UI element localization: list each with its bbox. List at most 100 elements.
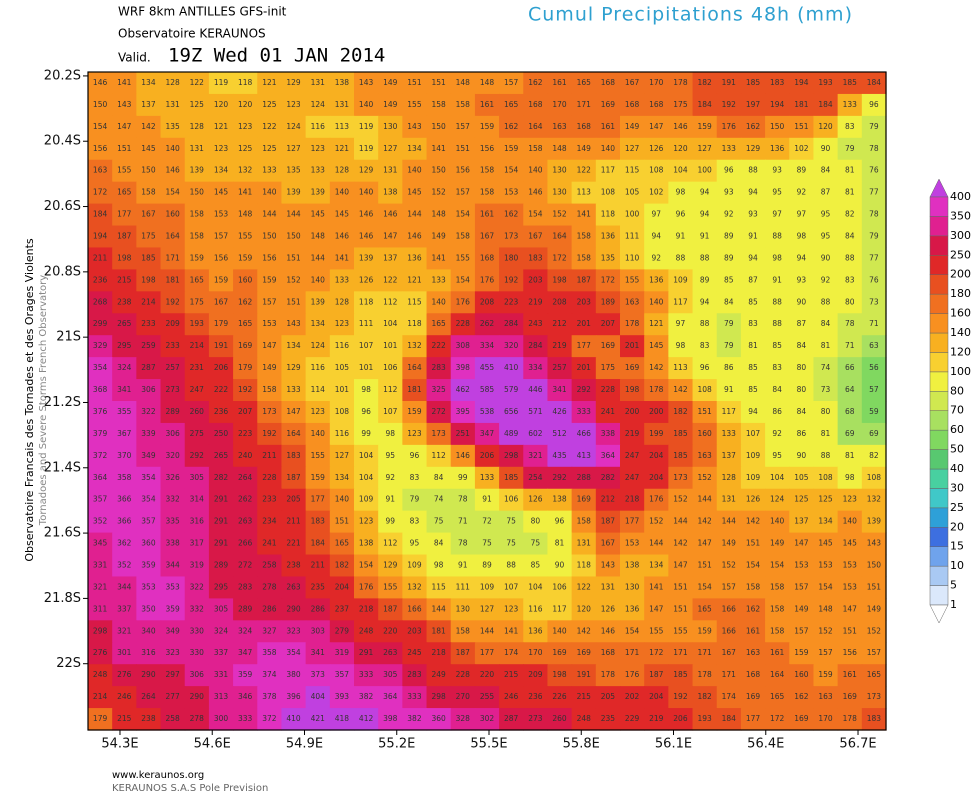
cell-value: 144 [286,210,301,219]
cell-value: 85 [748,297,758,306]
cell-value: 85 [772,341,782,350]
cell-value: 211 [93,253,108,262]
field-cell [378,181,403,205]
cell-value: 85 [748,385,758,394]
cell-value: 140 [770,517,785,526]
cell-value: 370 [117,451,132,460]
cell-value: 166 [722,626,737,635]
field-cell [523,686,549,709]
field-cell [716,686,742,709]
field-cell [861,510,887,534]
field-cell [523,313,549,336]
cell-value: 173 [431,429,446,438]
cell-value: 161 [770,648,785,657]
cell-value: 153 [843,561,858,570]
field-cell [523,357,549,380]
cell-value: 131 [722,495,737,504]
field-cell [402,225,428,249]
cell-value: 152 [552,210,567,219]
field-cell [644,642,669,665]
field-cell [329,72,355,95]
field-cell [208,225,234,249]
field-cell [692,159,718,183]
cell-value: 194 [93,232,108,241]
cell-value: 200 [649,407,664,416]
field-cell [305,357,331,380]
cell-value: 258 [165,714,180,723]
field-cell [160,422,186,446]
cell-value: 168 [601,78,616,87]
colorbar-label: 100 [950,365,971,378]
cell-value: 157 [722,582,737,591]
cell-value: 192 [165,297,180,306]
cell-value: 73 [869,297,879,306]
field-cell [716,247,742,270]
field-cell [160,93,186,117]
cell-value: 158 [770,582,785,591]
cell-value: 84 [797,407,807,416]
cell-value: 184 [818,100,833,109]
cell-value: 404 [311,692,326,701]
cell-value: 156 [93,144,108,153]
cell-value: 161 [552,78,567,87]
field-cell [740,488,766,512]
cell-value: 378 [262,692,277,701]
field-cell [668,488,694,512]
field-cell [595,72,621,95]
field-cell [112,620,137,643]
cell-value: 143 [867,539,882,548]
cell-value: 382 [359,692,374,701]
cell-value: 165 [504,100,519,109]
field-cell [789,291,815,314]
cell-value: 163 [697,451,712,460]
cell-value: 123 [286,100,301,109]
field-cell [402,598,428,621]
cell-value: 66 [845,363,855,372]
cell-value: 78 [458,495,468,504]
cell-value: 382 [407,714,422,723]
field-cell [354,159,379,183]
cell-value: 327 [262,626,277,635]
cell-value: 151 [286,253,301,262]
field-cell [184,664,210,687]
cell-value: 154 [625,626,640,635]
field-cell [499,379,524,402]
cell-value: 157 [818,648,833,657]
cell-value: 145 [818,539,833,548]
cell-value: 59 [869,407,879,416]
field-cell [208,444,234,468]
field-cell [861,159,887,183]
x-tick-label: 56.4E [747,737,784,752]
cell-value: 170 [528,648,543,657]
cell-value: 136 [528,626,543,635]
cell-value: 163 [93,166,108,175]
cell-value: 446 [528,385,543,394]
cell-value: 266 [238,539,253,548]
field-cell [861,401,887,424]
field-cell [740,313,766,336]
field-cell [136,159,162,183]
field-cell [716,510,742,534]
cell-value: 144 [697,495,712,504]
cell-value: 207 [238,407,253,416]
cell-value: 101 [359,363,374,372]
field-cell [305,422,331,446]
field-cell [160,466,186,490]
cell-value: 99 [361,429,371,438]
cell-value: 63 [869,341,879,350]
cell-value: 144 [480,626,495,635]
cell-value: 107 [504,582,519,591]
cell-value: 145 [141,144,156,153]
field-cell [547,664,573,687]
cell-value: 360 [141,539,156,548]
field-cell [716,466,742,490]
cell-value: 220 [480,670,495,679]
cell-value: 354 [141,473,156,482]
cell-value: 96 [700,363,710,372]
field-cell [329,598,355,621]
field-cell [595,708,621,731]
field-cell [354,444,379,468]
field-cell [620,620,645,643]
colorbar-segment [929,546,949,567]
cell-value: 75 [482,539,492,548]
